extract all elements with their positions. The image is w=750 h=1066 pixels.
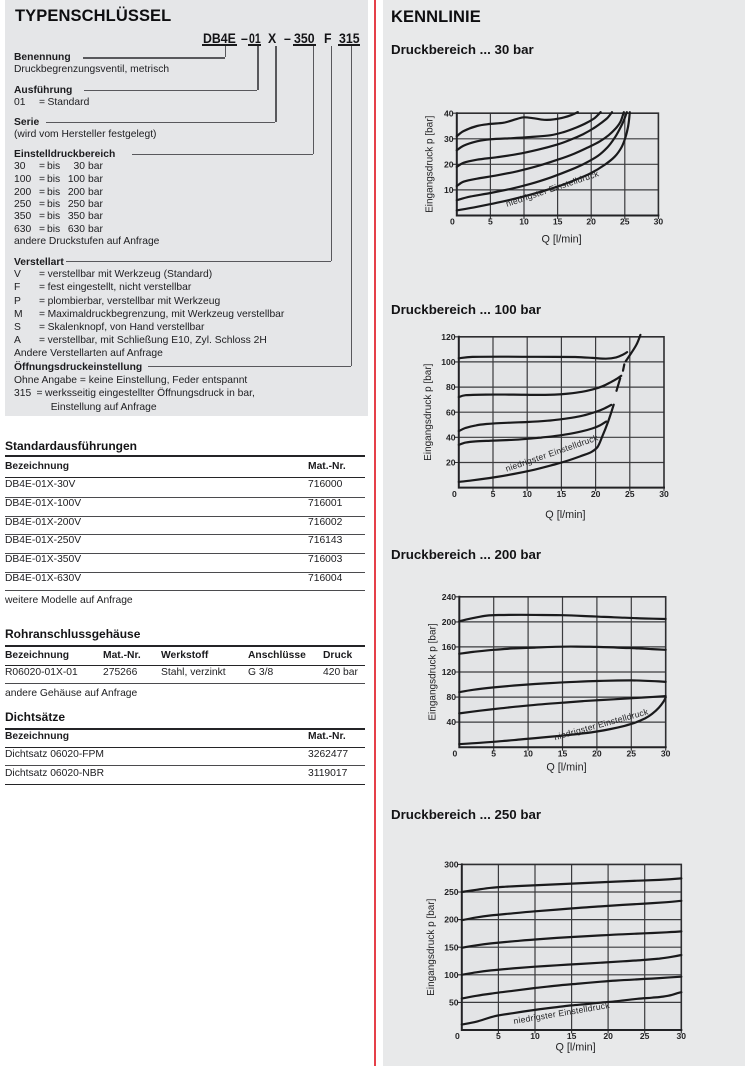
svg-text:30: 30	[677, 1031, 687, 1041]
svg-text:40: 40	[444, 108, 454, 118]
svg-text:100: 100	[444, 970, 459, 980]
svg-text:Q [l/min]: Q [l/min]	[555, 1042, 595, 1054]
svg-text:40: 40	[446, 432, 456, 442]
svg-text:25: 25	[625, 489, 635, 499]
svg-text:5: 5	[491, 748, 496, 758]
svg-text:25: 25	[620, 217, 630, 227]
svg-text:Eingangsdruck p [bar]: Eingangsdruck p [bar]	[427, 623, 438, 721]
svg-text:300: 300	[444, 860, 459, 870]
svg-text:Eingangsdruck p [bar]: Eingangsdruck p [bar]	[426, 898, 437, 996]
svg-text:120: 120	[441, 332, 456, 342]
svg-text:25: 25	[627, 748, 637, 758]
svg-text:10: 10	[530, 1031, 540, 1041]
svg-text:20: 20	[444, 159, 454, 169]
svg-text:5: 5	[491, 489, 496, 499]
svg-text:240: 240	[442, 592, 457, 602]
svg-text:20: 20	[603, 1031, 613, 1041]
svg-text:20: 20	[446, 458, 456, 468]
svg-text:80: 80	[446, 382, 456, 392]
svg-text:120: 120	[442, 667, 457, 677]
svg-text:25: 25	[640, 1031, 650, 1041]
svg-text:30: 30	[659, 489, 669, 499]
svg-text:30: 30	[654, 217, 664, 227]
svg-text:5: 5	[488, 217, 493, 227]
svg-text:150: 150	[444, 942, 459, 952]
svg-text:Eingangsdruck p [bar]: Eingangsdruck p [bar]	[423, 363, 434, 461]
svg-text:30: 30	[444, 134, 454, 144]
svg-text:10: 10	[519, 217, 529, 227]
svg-text:15: 15	[557, 489, 567, 499]
svg-text:40: 40	[447, 717, 457, 727]
svg-text:10: 10	[522, 489, 532, 499]
svg-text:30: 30	[661, 748, 671, 758]
svg-text:0: 0	[453, 748, 458, 758]
svg-text:0: 0	[455, 1031, 460, 1041]
svg-text:10: 10	[523, 748, 533, 758]
svg-text:15: 15	[553, 217, 563, 227]
svg-text:0: 0	[452, 489, 457, 499]
svg-text:20: 20	[586, 217, 596, 227]
svg-text:Q [l/min]: Q [l/min]	[541, 234, 581, 246]
svg-text:20: 20	[592, 748, 602, 758]
svg-text:50: 50	[449, 998, 459, 1008]
svg-text:5: 5	[496, 1031, 501, 1041]
svg-text:Q [l/min]: Q [l/min]	[545, 509, 585, 521]
svg-text:200: 200	[442, 617, 457, 627]
svg-text:80: 80	[447, 692, 457, 702]
svg-text:100: 100	[441, 357, 456, 367]
svg-text:0: 0	[450, 217, 455, 227]
svg-text:15: 15	[567, 1031, 577, 1041]
svg-text:10: 10	[444, 185, 454, 195]
svg-text:250: 250	[444, 887, 459, 897]
svg-text:Q [l/min]: Q [l/min]	[546, 762, 586, 774]
svg-text:15: 15	[558, 748, 568, 758]
svg-text:20: 20	[591, 489, 601, 499]
svg-text:200: 200	[444, 915, 459, 925]
svg-text:Eingangsdruck p [bar]: Eingangsdruck p [bar]	[424, 115, 435, 213]
svg-text:160: 160	[442, 642, 457, 652]
svg-text:60: 60	[446, 407, 456, 417]
